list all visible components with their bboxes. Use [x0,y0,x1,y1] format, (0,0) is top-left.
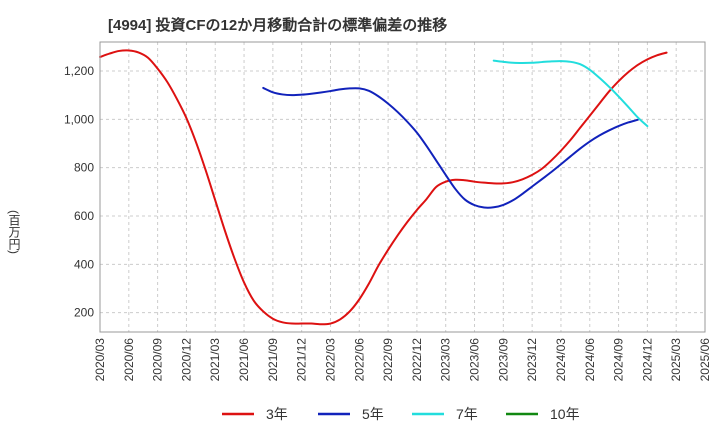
x-tick-label: 2021/06 [237,338,251,382]
legend-label-3年: 3年 [266,406,288,422]
y-tick-label: 1,200 [64,64,94,78]
y-tick-label: 1,000 [64,112,94,126]
x-tick-label: 2022/09 [381,338,395,382]
x-tick-label: 2025/03 [669,338,683,382]
legend-label-7年: 7年 [456,406,478,422]
x-tick-label: 2021/12 [295,338,309,382]
x-tick-label: 2023/09 [496,338,510,382]
x-tick-label: 2024/09 [612,338,626,382]
series-line-5年 [262,86,639,209]
y-tick-label: 800 [74,161,94,175]
x-tick-label: 2020/12 [179,338,193,382]
y-tick-label: 200 [74,306,94,320]
x-tick-label: 2024/12 [640,338,654,382]
x-tick-label: 2022/12 [410,338,424,382]
legend: 3年 5年 7年 10年 [222,406,580,422]
plot-frame [99,41,706,333]
x-tick-label: 2022/06 [352,338,366,382]
x-tick-label: 2025/06 [698,338,712,382]
x-tick-label: 2023/03 [439,338,453,382]
x-tick-label: 2020/03 [93,338,107,382]
x-tick-label: 2023/06 [468,338,482,382]
x-tick-label: 2023/12 [525,338,539,382]
x-tick-label: 2024/06 [583,338,597,382]
x-tick-label: 2020/09 [151,338,165,382]
series-line-3年 [99,49,668,326]
x-tick-label: 2021/09 [266,338,280,382]
legend-label-5年: 5年 [362,406,384,422]
series-layer [99,49,668,326]
legend-label-10年: 10年 [550,406,580,422]
axis-layer: 200 400 600 800 1,000 1,200 2020/03 2020/06 2020… [64,64,712,381]
y-tick-label: 600 [74,209,94,223]
x-tick-label: 2022/03 [323,338,337,382]
y-axis-label: (百万円) [7,210,21,254]
x-tick-label: 2024/03 [554,338,568,382]
y-tick-label: 400 [74,257,94,271]
series-line-7年 [492,59,649,128]
x-tick-label: 2020/06 [122,338,136,382]
x-tick-label: 2021/03 [208,338,222,382]
chart-title: [4994] 投資CFの12か月移動合計の標準偏差の推移 [108,17,448,34]
